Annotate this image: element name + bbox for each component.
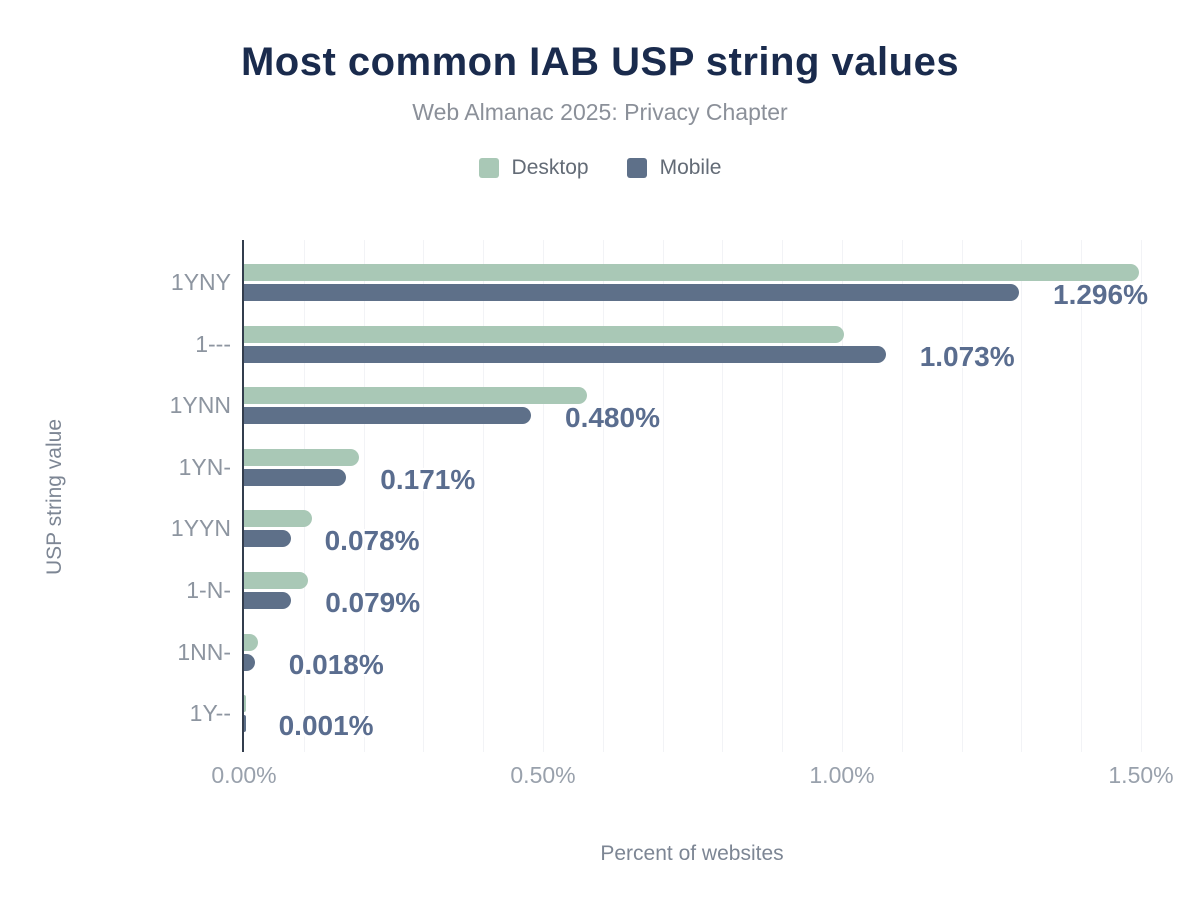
bar-group-1: 1.073% [244,325,1141,371]
x-tick-label-1-50: 1.50% [1108,762,1174,788]
bar-desktop-1[interactable] [244,325,845,343]
gridline [303,240,305,752]
gridline [543,240,544,752]
bar-desktop-1ynn[interactable] [244,387,587,405]
gridline [842,240,843,752]
gridline [423,240,425,752]
bar-mobile-1yny[interactable] [244,284,1019,301]
bar-mobile-1ynn[interactable] [244,407,531,425]
value-label-1yn: 0.171% [380,463,476,495]
mobile-swatch-icon [626,158,647,178]
x-axis-title: Percent of websites [600,842,784,865]
y-category-label-1-n: 1-N- [186,577,231,603]
value-label-1ynn: 0.480% [565,402,660,434]
bar-mobile-1-n[interactable] [244,592,292,609]
legend-item-desktop[interactable]: Desktop [478,156,589,180]
legend-item-mobile[interactable]: Mobile [626,156,722,180]
gridline [1021,240,1023,752]
value-label-1nn: 0.018% [288,648,384,680]
y-category-label-1y: 1Y-- [189,700,231,727]
y-category-label-1yyn: 1YYN [170,515,231,542]
chart-subtitle: Web Almanac 2025: Privacy Chapter [412,99,788,125]
bar-group-1nn: 0.018% [244,633,1141,679]
bar-group-1yyn: 0.078% [244,510,1141,556]
value-label-1-n: 0.079% [325,587,421,618]
gridline [363,240,365,752]
gridline [782,240,784,752]
legend: Desktop Mobile [0,156,1200,180]
gridline [1081,240,1083,752]
x-tick-label-0-50: 0.50% [510,762,576,788]
y-category-label-1: 1--- [195,330,231,357]
gridline [602,240,604,752]
bar-mobile-1y[interactable] [244,715,246,733]
value-label-1: 1.073% [919,340,1015,372]
legend-label-mobile: Mobile [659,156,722,179]
desktop-swatch-icon [478,158,499,178]
bar-desktop-1yny[interactable] [244,264,1140,281]
bar-group-1yny: 1.296% [244,264,1148,310]
legend-label-desktop: Desktop [511,156,589,179]
gridline [483,240,485,752]
bar-desktop-1-n[interactable] [244,572,308,589]
bar-group-1-n: 0.079% [244,572,1141,618]
bar-desktop-1yyn[interactable] [244,510,313,528]
bar-mobile-1yyn[interactable] [244,530,291,548]
bar-mobile-1yn[interactable] [244,468,347,486]
gridline [961,240,963,752]
chart-title: Most common IAB USP string values [240,40,960,84]
bar-mobile-1[interactable] [244,345,886,363]
value-label-1y: 0.001% [278,710,374,742]
bar-desktop-1y[interactable] [244,695,246,713]
gridline [901,240,903,752]
x-tick-label-0-00: 0.00% [211,762,277,788]
x-tick-label-1-00: 1.00% [809,762,875,788]
bar-group-1y: 0.001% [244,695,1141,741]
y-axis-title: USP string value [43,418,66,576]
y-axis-line [242,240,244,752]
gridline [722,240,724,752]
gridline [662,240,664,752]
bar-group-1ynn: 0.480% [244,387,1141,433]
bar-mobile-1nn[interactable] [244,653,255,671]
y-category-label-1yny: 1YNY [170,269,231,295]
bar-desktop-1nn[interactable] [244,633,258,651]
gridline [1141,240,1142,752]
value-label-1yny: 1.296% [1053,279,1148,310]
value-label-1yyn: 0.078% [324,525,420,557]
y-category-label-1ynn: 1YNN [169,392,231,419]
bar-group-1yn: 0.171% [244,448,1141,494]
bar-desktop-1yn[interactable] [244,448,359,466]
y-category-label-1yn: 1YN- [178,453,231,480]
y-category-label-1nn: 1NN- [177,638,231,665]
plot-area: 1YNY 1.296% 1--- 1.073% 1YNN 0.480% 1YN- 0.171%… [170,240,1174,788]
